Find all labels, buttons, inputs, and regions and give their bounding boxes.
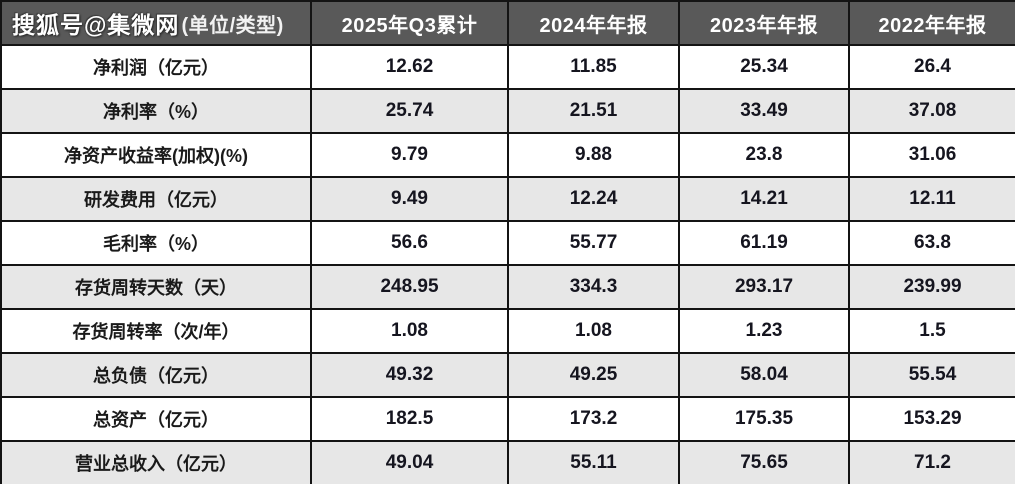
table-row: 净资产收益率(加权)(%) 9.79 9.88 23.8 31.06 [0,132,1015,178]
cell-value: 153.29 [848,396,1015,442]
cell-value: 55.11 [507,440,680,484]
table-row: 存货周转率（次/年） 1.08 1.08 1.23 1.5 [0,308,1015,354]
cell-value: 173.2 [507,396,680,442]
cell-value: 175.35 [678,396,850,442]
header-col-2023: 2023年年报 [678,0,850,46]
table-row: 净利率（%） 25.74 21.51 33.49 37.08 [0,88,1015,134]
cell-value: 58.04 [678,352,850,398]
unit-type-label: (单位/类型) [181,14,284,37]
sohu-watermark: 搜狐号@集微网 [12,12,180,38]
cell-value: 248.95 [310,264,509,310]
cell-value: 49.25 [507,352,680,398]
table-row: 研发费用（亿元） 9.49 12.24 14.21 12.11 [0,176,1015,222]
row-label: 研发费用（亿元） [0,176,312,222]
row-label: 存货周转天数（天） [0,264,312,310]
cell-value: 1.23 [678,308,850,354]
header-row: 搜狐号@集微网 (单位/类型) 2025年Q3累计 2024年年报 2023年年报… [0,0,1015,46]
row-label: 净利率（%） [0,88,312,134]
cell-value: 9.49 [310,176,509,222]
cell-value: 49.04 [310,440,509,484]
cell-value: 49.32 [310,352,509,398]
table-body: 净利润（亿元） 12.62 11.85 25.34 26.4 净利率（%） 25… [0,44,1015,484]
table-row: 净利润（亿元） 12.62 11.85 25.34 26.4 [0,44,1015,90]
row-label: 营业总收入（亿元） [0,440,312,484]
cell-value: 12.24 [507,176,680,222]
cell-value: 61.19 [678,220,850,266]
row-label: 净利润（亿元） [0,44,312,90]
cell-value: 1.08 [507,308,680,354]
cell-value: 31.06 [848,132,1015,178]
row-label: 总负债（亿元） [0,352,312,398]
cell-value: 75.65 [678,440,850,484]
cell-value: 9.79 [310,132,509,178]
cell-value: 55.54 [848,352,1015,398]
cell-value: 55.77 [507,220,680,266]
cell-value: 1.5 [848,308,1015,354]
cell-value: 182.5 [310,396,509,442]
cell-value: 9.88 [507,132,680,178]
cell-value: 11.85 [507,44,680,90]
header-col-2024: 2024年年报 [507,0,680,46]
cell-value: 239.99 [848,264,1015,310]
table-row: 总资产（亿元） 182.5 173.2 175.35 153.29 [0,396,1015,442]
cell-value: 14.21 [678,176,850,222]
cell-value: 334.3 [507,264,680,310]
cell-value: 26.4 [848,44,1015,90]
cell-value: 37.08 [848,88,1015,134]
cell-value: 23.8 [678,132,850,178]
cell-value: 63.8 [848,220,1015,266]
cell-value: 25.74 [310,88,509,134]
row-label: 毛利率（%） [0,220,312,266]
header-col-2025q3: 2025年Q3累计 [310,0,509,46]
cell-value: 12.62 [310,44,509,90]
table-row: 存货周转天数（天） 248.95 334.3 293.17 239.99 [0,264,1015,310]
cell-value: 1.08 [310,308,509,354]
cell-value: 21.51 [507,88,680,134]
table-row: 营业总收入（亿元） 49.04 55.11 75.65 71.2 [0,440,1015,484]
row-label: 总资产（亿元） [0,396,312,442]
cell-value: 12.11 [848,176,1015,222]
row-label: 净资产收益率(加权)(%) [0,132,312,178]
header-col-2022: 2022年年报 [848,0,1015,46]
header-metric-cell: 搜狐号@集微网 (单位/类型) [0,0,312,46]
cell-value: 56.6 [310,220,509,266]
cell-value: 293.17 [678,264,850,310]
cell-value: 33.49 [678,88,850,134]
row-label: 存货周转率（次/年） [0,308,312,354]
table-row: 毛利率（%） 56.6 55.77 61.19 63.8 [0,220,1015,266]
table-header: 搜狐号@集微网 (单位/类型) 2025年Q3累计 2024年年报 2023年年报… [0,0,1015,46]
cell-value: 71.2 [848,440,1015,484]
table-row: 总负债（亿元） 49.32 49.25 58.04 55.54 [0,352,1015,398]
cell-value: 25.34 [678,44,850,90]
